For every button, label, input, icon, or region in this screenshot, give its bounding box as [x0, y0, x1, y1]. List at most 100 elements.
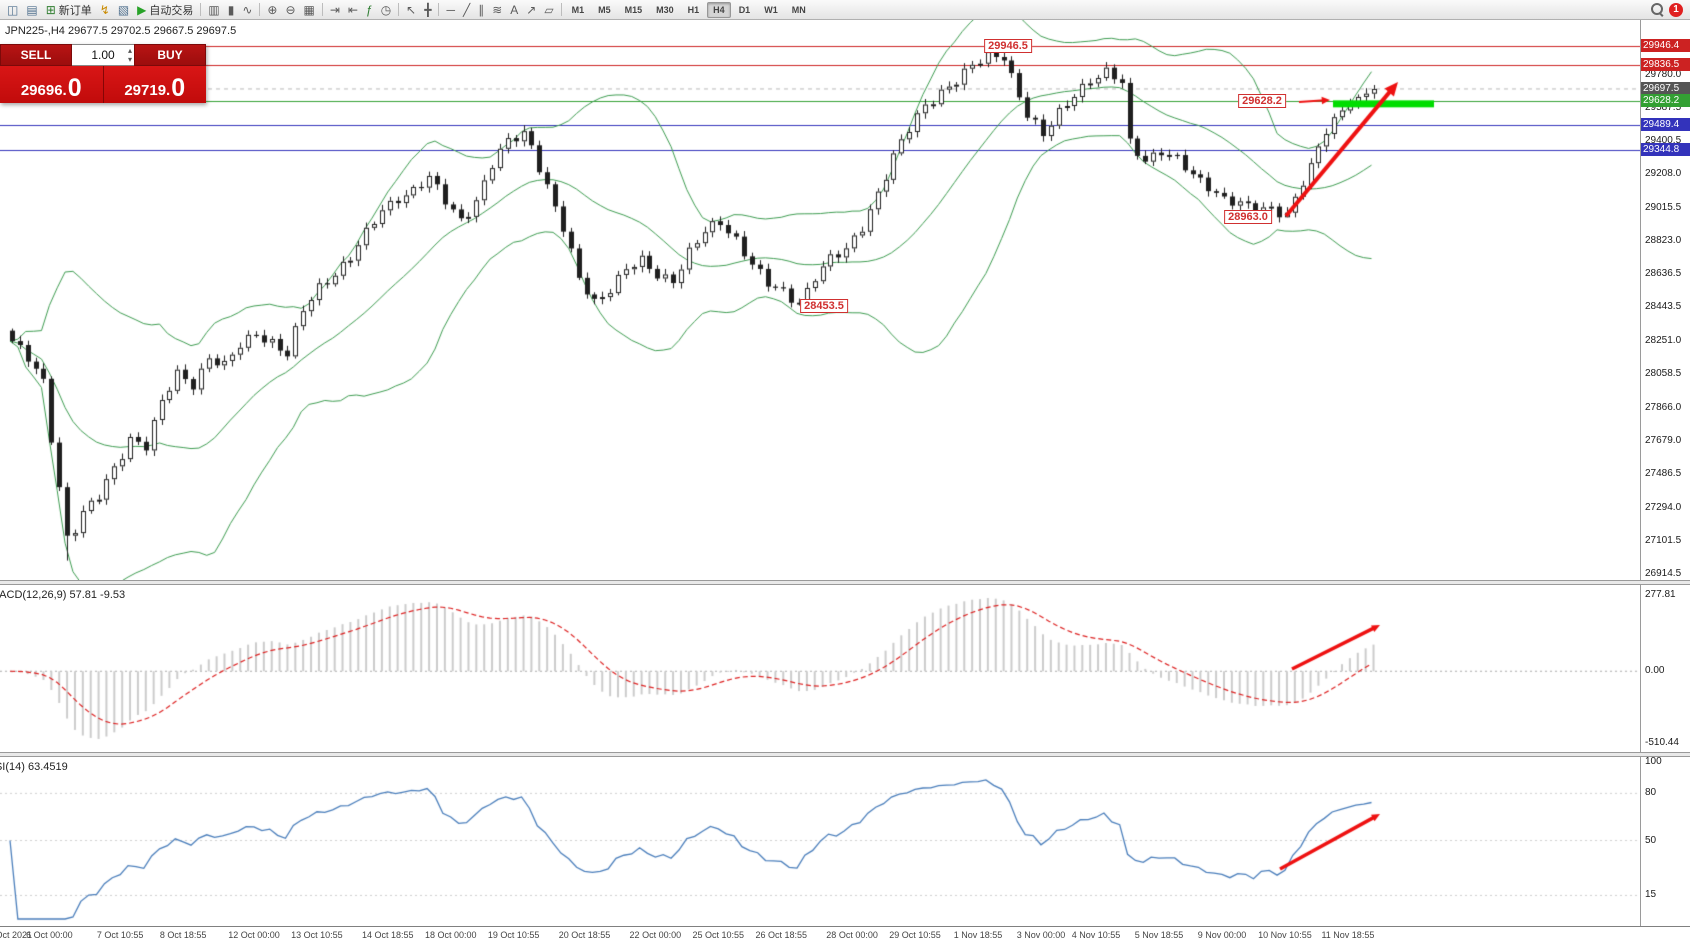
timeframe-m15-button[interactable]: M15 — [624, 4, 643, 15]
time-label: 29 Oct 10:55 — [889, 930, 941, 940]
candlestick-chart-icon[interactable]: ▮ — [224, 1, 239, 19]
volume-value: 1.00 — [91, 48, 115, 62]
horizontal-line-icon[interactable]: ─ — [442, 1, 459, 19]
time-label: 1 Nov 18:55 — [953, 930, 1003, 940]
line-chart-icon[interactable]: ∿ — [238, 1, 256, 19]
macd-indicator-canvas[interactable] — [0, 585, 1640, 752]
timeframe-m5-button[interactable]: M5 — [598, 4, 611, 15]
price-tick: 27866.0 — [1645, 401, 1682, 413]
one-click-trade-panel: SELL 1.00 ▴ ▾ BUY 29696. 0 29719. 0 — [0, 44, 206, 103]
buy-price[interactable]: 29719. 0 — [103, 66, 206, 103]
time-label: 22 Oct 00:00 — [629, 930, 682, 940]
time-label: 3 Nov 00:00 — [1016, 930, 1066, 940]
new-order-button[interactable]: ⊞ 新订单 — [42, 1, 96, 19]
time-label: 26 Oct 18:55 — [755, 930, 808, 940]
volume-stepper[interactable]: 1.00 ▴ ▾ — [72, 44, 134, 66]
charts-window-icon: ◫ — [7, 2, 19, 17]
panel-splitter[interactable] — [0, 580, 1690, 585]
macd-axis-label: 277.81 — [1645, 589, 1676, 600]
rsi-indicator-canvas[interactable] — [0, 757, 1640, 926]
price-callout: 28963.0 — [1224, 209, 1272, 224]
price-level-box: 29344.8 — [1641, 143, 1690, 157]
price-level-box: 29836.5 — [1641, 57, 1690, 71]
bar-chart-icon: ▥ — [208, 2, 220, 17]
price-callout: 29628.2 — [1238, 94, 1286, 109]
macd-axis-label: -510.44 — [1645, 737, 1679, 748]
price-tick: 28251.0 — [1645, 334, 1682, 346]
chart-shift-icon[interactable]: ⇤ — [344, 1, 362, 19]
indicators-icon: ƒ — [366, 2, 373, 17]
timeframe-w1-button[interactable]: W1 — [764, 4, 778, 15]
time-label: 25 Oct 10:55 — [692, 930, 745, 940]
notification-badge[interactable]: 1 — [1669, 2, 1683, 17]
fibonacci-icon: ≋ — [492, 2, 503, 17]
fibonacci-icon[interactable]: ≋ — [488, 1, 506, 19]
price-tick: 29780.0 — [1645, 68, 1682, 80]
text-tool-icon[interactable]: A — [506, 1, 522, 19]
time-label: 5 Oct 2021 — [0, 930, 33, 940]
strategy-tester-icon[interactable]: ▧ — [114, 1, 133, 19]
timeframe-h4-button[interactable]: H4 — [707, 1, 731, 18]
charts-window-icon[interactable]: ◫ — [3, 1, 22, 19]
tile-windows-icon[interactable]: ▦ — [300, 1, 319, 19]
price-tick: 27101.5 — [1645, 535, 1682, 547]
timeframe-d1-button[interactable]: D1 — [738, 4, 751, 15]
price-level-box: 29628.2 — [1641, 94, 1690, 108]
timeframe-mn-button[interactable]: MN — [791, 4, 806, 15]
rsi-axis-label: 15 — [1645, 889, 1657, 901]
time-label: 19 Oct 10:55 — [487, 930, 540, 940]
auto-scroll-icon[interactable]: ⇥ — [326, 1, 344, 19]
timeframe-m1-button[interactable]: M1 — [571, 4, 585, 15]
price-tick: 26914.5 — [1645, 567, 1682, 579]
toolbar-separator — [438, 3, 440, 16]
new-order-icon: ⊞ — [45, 2, 56, 17]
time-label: 7 Oct 10:55 — [96, 930, 144, 940]
time-label: 4 Nov 10:55 — [1071, 930, 1121, 940]
price-axis-border — [1640, 20, 1641, 926]
sell-button[interactable]: SELL — [0, 44, 72, 66]
volume-down-icon[interactable]: ▾ — [127, 55, 132, 64]
price-callout: 28453.5 — [800, 298, 848, 313]
buy-button[interactable]: BUY — [134, 44, 206, 66]
equidistant-channel-icon[interactable]: ∥ — [474, 1, 488, 19]
time-label: 18 Oct 00:00 — [424, 930, 477, 940]
macd-axis-label: 0.00 — [1645, 665, 1665, 677]
chart-profile-icon: ▤ — [26, 2, 38, 17]
zoom-out-icon[interactable]: ⊖ — [281, 1, 299, 19]
panel-splitter[interactable] — [0, 752, 1690, 757]
timeframe-m30-button[interactable]: M30 — [656, 4, 674, 15]
cycles-icon[interactable]: ◷ — [377, 1, 395, 19]
auto-trading-icon: ▶ — [137, 2, 147, 17]
search-icon[interactable] — [1651, 3, 1664, 16]
shapes-tool-icon[interactable]: ▱ — [540, 1, 557, 19]
zoom-in-icon: ⊕ — [267, 2, 278, 17]
zoom-in-icon[interactable]: ⊕ — [263, 1, 281, 19]
new-order-button-label: 新订单 — [58, 4, 92, 17]
arrow-tool-icon[interactable]: ↗ — [522, 1, 540, 19]
trendline-icon: ╱ — [462, 2, 471, 17]
auto-trading-button-label: 自动交易 — [149, 4, 194, 17]
volume-up-icon[interactable]: ▴ — [127, 46, 132, 55]
price-tick: 28443.5 — [1645, 301, 1682, 313]
price-tick: 28823.0 — [1645, 235, 1682, 247]
timeframe-h1-button[interactable]: H1 — [687, 4, 700, 15]
trendline-icon[interactable]: ╱ — [459, 1, 474, 19]
cursor-icon[interactable]: ↖ — [402, 1, 420, 19]
line-chart-icon: ∿ — [242, 2, 253, 17]
arrow-tool-icon: ↗ — [526, 2, 537, 17]
depth-of-market-icon[interactable]: ↯ — [96, 1, 114, 19]
crosshair-icon[interactable]: ╋ — [420, 1, 435, 19]
tile-windows-icon: ▦ — [303, 2, 315, 17]
time-label: 5 Nov 18:55 — [1134, 930, 1184, 940]
auto-scroll-icon: ⇥ — [329, 2, 340, 17]
auto-trading-button[interactable]: ▶ 自动交易 — [133, 1, 197, 19]
toolbar-separator — [560, 3, 562, 16]
time-label: 11 Nov 18:55 — [1321, 930, 1375, 940]
chart-profile-icon[interactable]: ▤ — [22, 1, 41, 19]
indicators-icon[interactable]: ƒ — [362, 1, 377, 19]
toolbar-separator — [321, 3, 323, 16]
sell-price[interactable]: 29696. 0 — [0, 66, 104, 103]
bar-chart-icon[interactable]: ▥ — [204, 1, 223, 19]
